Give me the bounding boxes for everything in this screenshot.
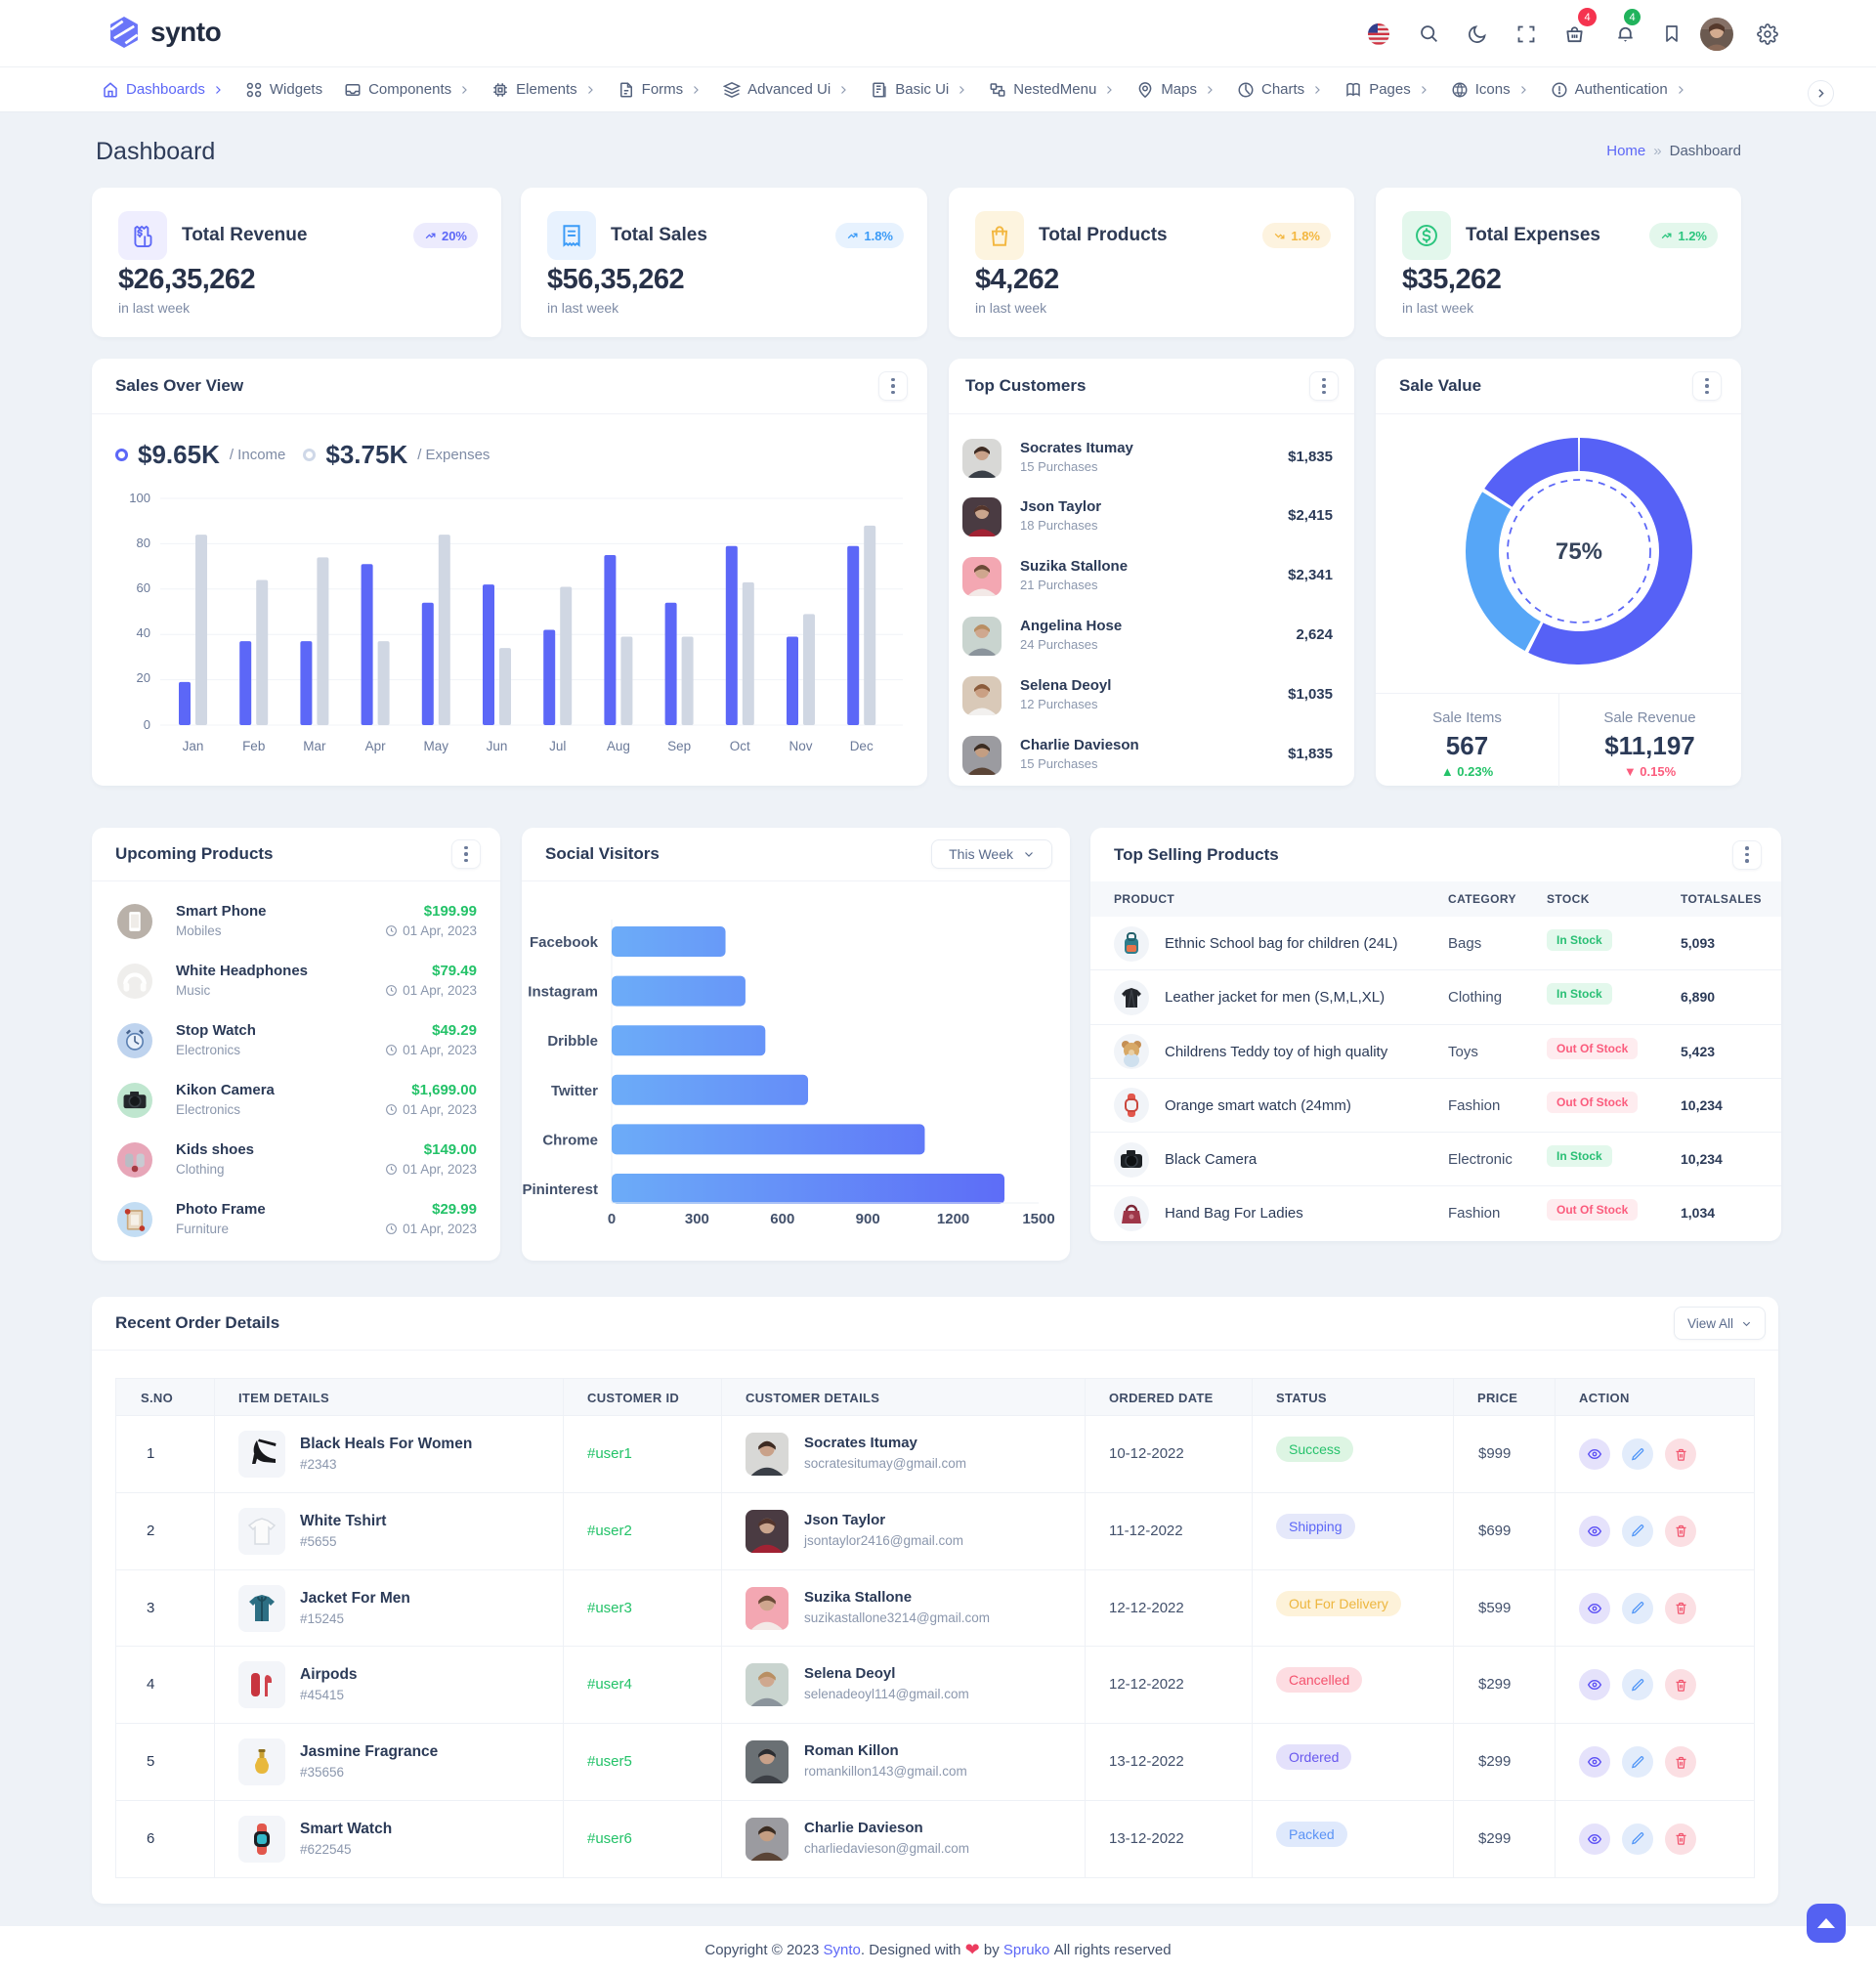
svg-text:80: 80 [137, 536, 150, 550]
svg-text:75%: 75% [1556, 538, 1602, 565]
svg-text:Chrome: Chrome [542, 1132, 598, 1148]
svg-text:1500: 1500 [1022, 1211, 1054, 1227]
svg-text:900: 900 [856, 1211, 880, 1227]
svg-text:1200: 1200 [937, 1211, 969, 1227]
svg-text:Dribble: Dribble [547, 1033, 598, 1050]
svg-text:Feb: Feb [242, 739, 265, 753]
svg-text:Pininterest: Pininterest [522, 1181, 598, 1198]
svg-text:Aug: Aug [607, 739, 630, 753]
svg-text:Sep: Sep [667, 739, 691, 753]
svg-text:Jul: Jul [549, 739, 566, 753]
svg-text:300: 300 [685, 1211, 709, 1227]
svg-text:Instagram: Instagram [528, 984, 598, 1001]
svg-text:0: 0 [144, 717, 150, 732]
svg-text:Nov: Nov [789, 739, 812, 753]
svg-text:Apr: Apr [365, 739, 387, 753]
svg-text:60: 60 [137, 580, 150, 595]
svg-text:20: 20 [137, 670, 150, 685]
svg-text:Twitter: Twitter [551, 1083, 598, 1099]
svg-text:Dec: Dec [850, 739, 874, 753]
svg-text:40: 40 [137, 625, 150, 640]
svg-text:0: 0 [608, 1211, 616, 1227]
svg-text:Jan: Jan [183, 739, 204, 753]
svg-text:600: 600 [770, 1211, 794, 1227]
svg-text:Mar: Mar [303, 739, 326, 753]
svg-text:100: 100 [129, 491, 150, 505]
svg-text:Oct: Oct [730, 739, 750, 753]
svg-text:Facebook: Facebook [530, 934, 599, 951]
svg-text:Jun: Jun [487, 739, 508, 753]
svg-text:May: May [424, 739, 449, 753]
